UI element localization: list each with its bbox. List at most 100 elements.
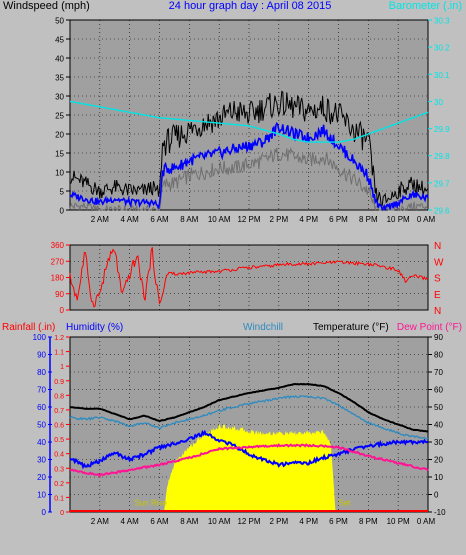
wind-y-tick-label: 10 <box>55 169 64 178</box>
dir-compass-label: S <box>434 274 441 285</box>
wind-y-tick-label: 50 <box>55 17 64 26</box>
humidity-tick-label: 50 <box>37 421 46 430</box>
rain-tick-label: 0.5 <box>54 437 64 444</box>
rain-tick-label: 0.8 <box>54 393 64 400</box>
temp-x-tick-label: 4 PM <box>299 517 318 526</box>
wind-average-line <box>69 122 429 212</box>
humidity-axis-label: Humidity (%) <box>66 322 123 333</box>
wind-x-tick-label: 12 PM <box>237 215 260 224</box>
wind-y-tick-label: 0 <box>60 207 65 216</box>
humidity-tick-label: 100 <box>33 333 47 342</box>
sunset-label: Set <box>339 499 352 508</box>
temp-y-tick-label: 60 <box>434 386 443 395</box>
chart-title: 24 hour graph day : April 08 2015 <box>169 0 332 12</box>
windchill-line <box>69 394 429 440</box>
rain-tick-label: 0.7 <box>54 408 64 415</box>
temp-y-tick-label: -10 <box>434 508 446 517</box>
humidity-line <box>69 429 429 470</box>
temp-y-tick-label: 40 <box>434 421 443 430</box>
barometer-tick-label: 30.3 <box>434 17 450 26</box>
humidity-tick-label: 90 <box>37 351 46 360</box>
windchill-legend: Windchill <box>243 322 283 333</box>
rain-tick-label: 0.9 <box>54 379 64 386</box>
temp-x-tick-label: 2 PM <box>269 517 288 526</box>
barometer-tick-label: 29.6 <box>434 207 450 216</box>
wind-x-tick-label: 6 AM <box>150 215 169 224</box>
rain-tick-label: 0.2 <box>54 481 64 488</box>
barometer-axis-label: Barometer (.in) <box>389 0 462 12</box>
rain-tick-label: 0.4 <box>54 452 64 459</box>
barometer-tick-label: 30.2 <box>434 44 450 53</box>
rain-tick-label: 0.6 <box>54 423 64 430</box>
wind-y-tick-label: 30 <box>55 93 64 102</box>
wind-low-line <box>69 147 429 212</box>
temp-y-tick-label: 10 <box>434 473 443 482</box>
dir-y-tick-label: 0 <box>60 306 65 315</box>
dir-compass-label: E <box>434 290 441 301</box>
barometer-line <box>69 100 429 143</box>
temp-x-tick-label: 0 AM <box>417 517 436 526</box>
barometer-tick-label: 30 <box>434 98 443 107</box>
humidity-tick-label: 60 <box>37 403 46 412</box>
temp-x-tick-label: 2 AM <box>91 517 110 526</box>
temp-x-tick-label: 8 AM <box>180 517 199 526</box>
wind-y-tick-label: 35 <box>55 74 64 83</box>
temp-x-tick-label: 10 AM <box>208 517 231 526</box>
dir-y-tick-label: 360 <box>51 241 65 250</box>
wind-y-tick-label: 5 <box>60 188 65 197</box>
dir-y-tick-label: 90 <box>55 290 64 299</box>
wind-y-tick-label: 15 <box>55 150 64 159</box>
dewpoint-legend: Dew Point (°F) <box>397 322 462 333</box>
temp-x-tick-label: 10 PM <box>387 517 410 526</box>
dir-compass-label: W <box>434 257 444 268</box>
humidity-tick-label: 10 <box>37 491 46 500</box>
wind-x-tick-label: 8 PM <box>359 215 378 224</box>
humidity-tick-label: 40 <box>37 438 46 447</box>
rain-tick-label: 0.1 <box>54 495 64 502</box>
temp-y-tick-label: 0 <box>434 491 439 500</box>
temp-y-tick-label: 90 <box>434 333 443 342</box>
temp-x-tick-label: 4 AM <box>121 517 140 526</box>
wind-direction-line <box>69 247 429 308</box>
temp-x-tick-label: 6 AM <box>150 517 169 526</box>
wind-x-tick-label: 4 PM <box>299 215 318 224</box>
wind-x-tick-label: 4 AM <box>121 215 140 224</box>
dir-y-tick-label: 180 <box>51 274 65 283</box>
rain-tick-label: 0 <box>60 510 64 517</box>
barometer-tick-label: 29.8 <box>434 152 450 161</box>
wind-y-tick-label: 40 <box>55 55 64 64</box>
wind-x-tick-label: 2 AM <box>91 215 110 224</box>
dir-y-tick-label: 270 <box>51 257 65 266</box>
humidity-tick-label: 0 <box>42 508 47 517</box>
wind-x-tick-label: 10 AM <box>208 215 231 224</box>
barometer-tick-label: 30.1 <box>434 71 450 80</box>
temp-y-tick-label: 50 <box>434 403 443 412</box>
dir-compass-label: N <box>434 241 441 252</box>
rain-tick-label: 1.2 <box>54 335 64 342</box>
temp-y-tick-label: 30 <box>434 438 443 447</box>
humidity-tick-label: 30 <box>37 456 46 465</box>
humidity-tick-label: 80 <box>37 368 46 377</box>
wind-x-tick-label: 0 AM <box>417 215 436 224</box>
rain-tick-label: 1.1 <box>54 350 64 357</box>
dewpoint-line <box>69 443 429 478</box>
wind-y-tick-label: 20 <box>55 131 64 140</box>
wind-x-tick-label: 6 PM <box>329 215 348 224</box>
temp-x-tick-label: 6 PM <box>329 517 348 526</box>
humidity-tick-label: 70 <box>37 386 46 395</box>
wind-x-tick-label: 10 PM <box>387 215 410 224</box>
wind-x-tick-label: 2 PM <box>269 215 288 224</box>
windspeed-axis-label: Windspeed (mph) <box>3 0 90 12</box>
temp-x-tick-label: 8 PM <box>359 517 378 526</box>
rainfall-axis-label: Rainfall (.in) <box>2 322 55 333</box>
wind-y-tick-label: 45 <box>55 36 64 45</box>
temperature-line <box>69 382 429 433</box>
temperature-legend: Temperature (°F) <box>313 322 389 333</box>
temp-x-tick-label: 12 PM <box>237 517 260 526</box>
rain-tick-label: 0.3 <box>54 466 64 473</box>
wind-x-tick-label: 8 AM <box>180 215 199 224</box>
barometer-tick-label: 29.9 <box>434 125 450 134</box>
sunrise-label: Sun Rise <box>134 499 167 508</box>
dir-compass-label: N <box>434 306 441 317</box>
